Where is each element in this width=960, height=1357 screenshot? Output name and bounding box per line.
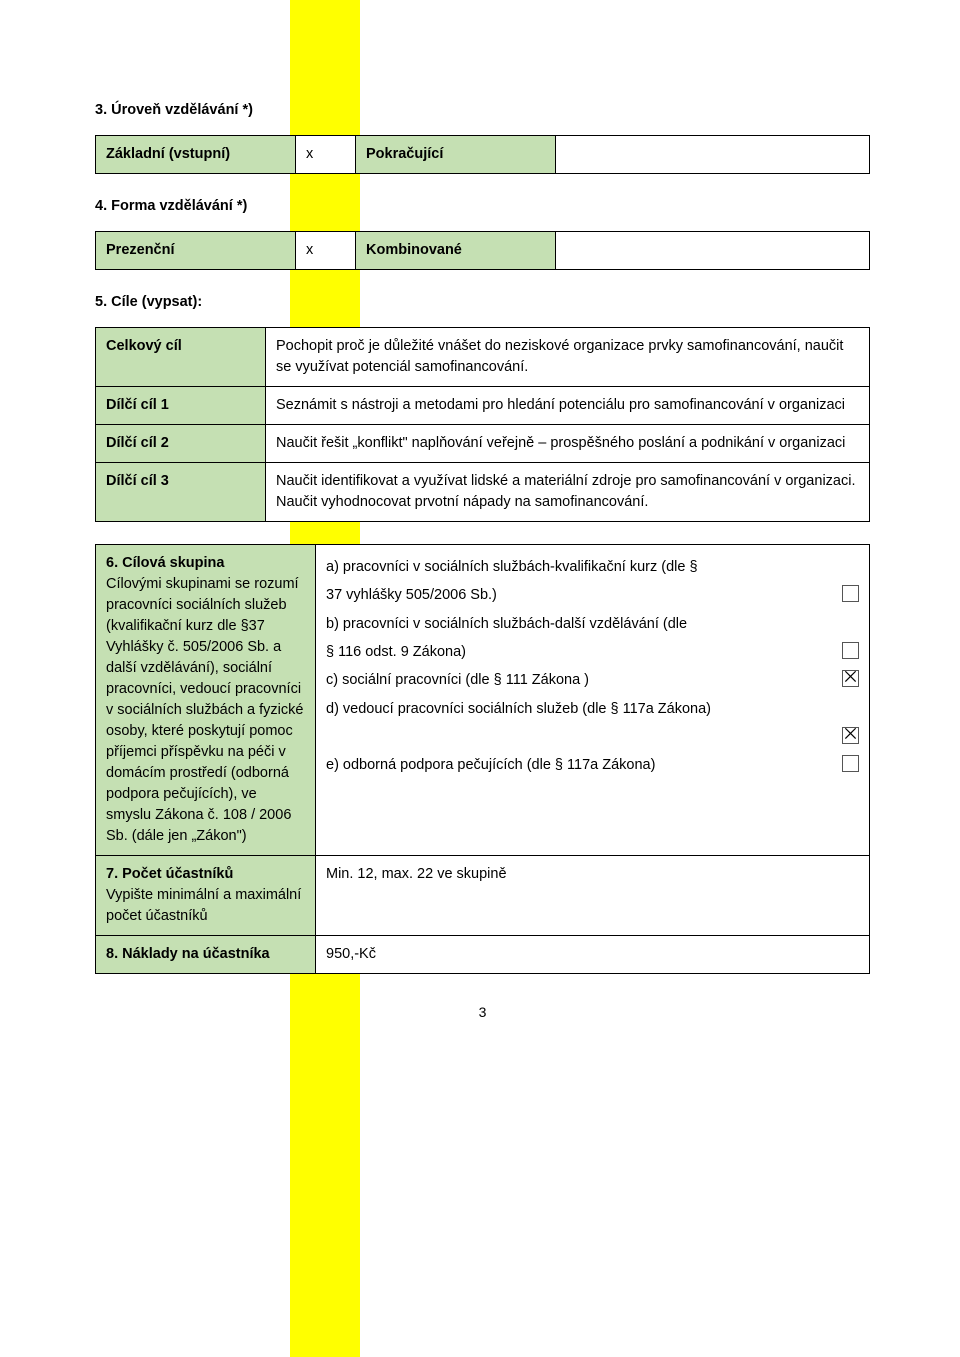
label-basic: Základní (vstupní) [96,136,296,174]
table-main: 6. Cílová skupina Cílovými skupinami se … [95,544,870,974]
heading-section-6: 6. Cílová skupina [106,555,224,571]
cell-costs-value: 950,-Kč [316,936,870,974]
target-option-line2: § 116 odst. 9 Zákona) [326,638,859,666]
target-option: e) odborná podpora pečujících (dle § 117… [326,751,859,779]
desc-participants: Vypište minimální a maximální počet účas… [106,887,301,924]
goal-text: Naučit řešit „konflikt" naplňování veřej… [266,425,870,463]
table-level: Základní (vstupní) x Pokračující [95,135,870,174]
cell-combined-x [556,232,870,270]
label-target-group: 6. Cílová skupina Cílovými skupinami se … [96,545,316,856]
cell-target-options: a) pracovníci v sociálních službách-kval… [316,545,870,856]
checkbox-icon[interactable] [842,585,859,602]
cell-continuing-x [556,136,870,174]
row-section-8: 8. Náklady na účastníka 950,-Kč [96,936,870,974]
label-combined: Kombinované [356,232,556,270]
checkbox-icon[interactable] [842,755,859,772]
table-row: Celkový cíl Pochopit proč je důležité vn… [96,328,870,387]
goal-label: Dílčí cíl 1 [96,387,266,425]
checkbox-icon[interactable]: ⨉ [842,670,859,687]
goal-text: Seznámit s nástroji a metodami pro hledá… [266,387,870,425]
cell-participants-value: Min. 12, max. 22 ve skupině [316,856,870,936]
target-option-checkbox-row: ⨉ [326,723,859,751]
label-costs: 8. Náklady na účastníka [96,936,316,974]
page-number: 3 [95,1004,870,1020]
row-section-7: 7. Počet účastníků Vypište minimální a m… [96,856,870,936]
label-onsite: Prezenční [96,232,296,270]
target-option: b) pracovníci v sociálních službách-dalš… [326,610,859,638]
heading-section-8: 8. Náklady na účastníka [106,946,270,962]
target-option: d) vedoucí pracovníci sociálních služeb … [326,695,859,723]
goal-text: Pochopit proč je důležité vnášet do nezi… [266,328,870,387]
checkbox-icon[interactable]: ⨉ [842,727,859,744]
goal-label: Celkový cíl [96,328,266,387]
cell-onsite-x: x [296,232,356,270]
table-form-type: Prezenční x Kombinované [95,231,870,270]
table-row: Dílčí cíl 1 Seznámit s nástroji a metoda… [96,387,870,425]
table-row: Dílčí cíl 2 Naučit řešit „konflikt" napl… [96,425,870,463]
label-continuing: Pokračující [356,136,556,174]
label-participants: 7. Počet účastníků Vypište minimální a m… [96,856,316,936]
table-goals: Celkový cíl Pochopit proč je důležité vn… [95,327,870,522]
target-option: c) sociální pracovníci (dle § 111 Zákona… [326,666,859,694]
cell-basic-x: x [296,136,356,174]
target-option: a) pracovníci v sociálních službách-kval… [326,553,859,581]
heading-section-4: 4. Forma vzdělávání *) [95,196,870,217]
target-option-line2: 37 vyhlášky 505/2006 Sb.) [326,581,859,609]
goal-text: Naučit identifikovat a využívat lidské a… [266,463,870,522]
goal-label: Dílčí cíl 2 [96,425,266,463]
heading-section-5: 5. Cíle (vypsat): [95,292,870,313]
checkbox-icon[interactable] [842,642,859,659]
table-row: Dílčí cíl 3 Naučit identifikovat a využí… [96,463,870,522]
row-section-6: 6. Cílová skupina Cílovými skupinami se … [96,545,870,856]
desc-target-group: Cílovými skupinami se rozumí pracovníci … [106,576,303,844]
heading-section-7: 7. Počet účastníků [106,866,233,882]
goal-label: Dílčí cíl 3 [96,463,266,522]
heading-section-3: 3. Úroveň vzdělávání *) [95,100,870,121]
